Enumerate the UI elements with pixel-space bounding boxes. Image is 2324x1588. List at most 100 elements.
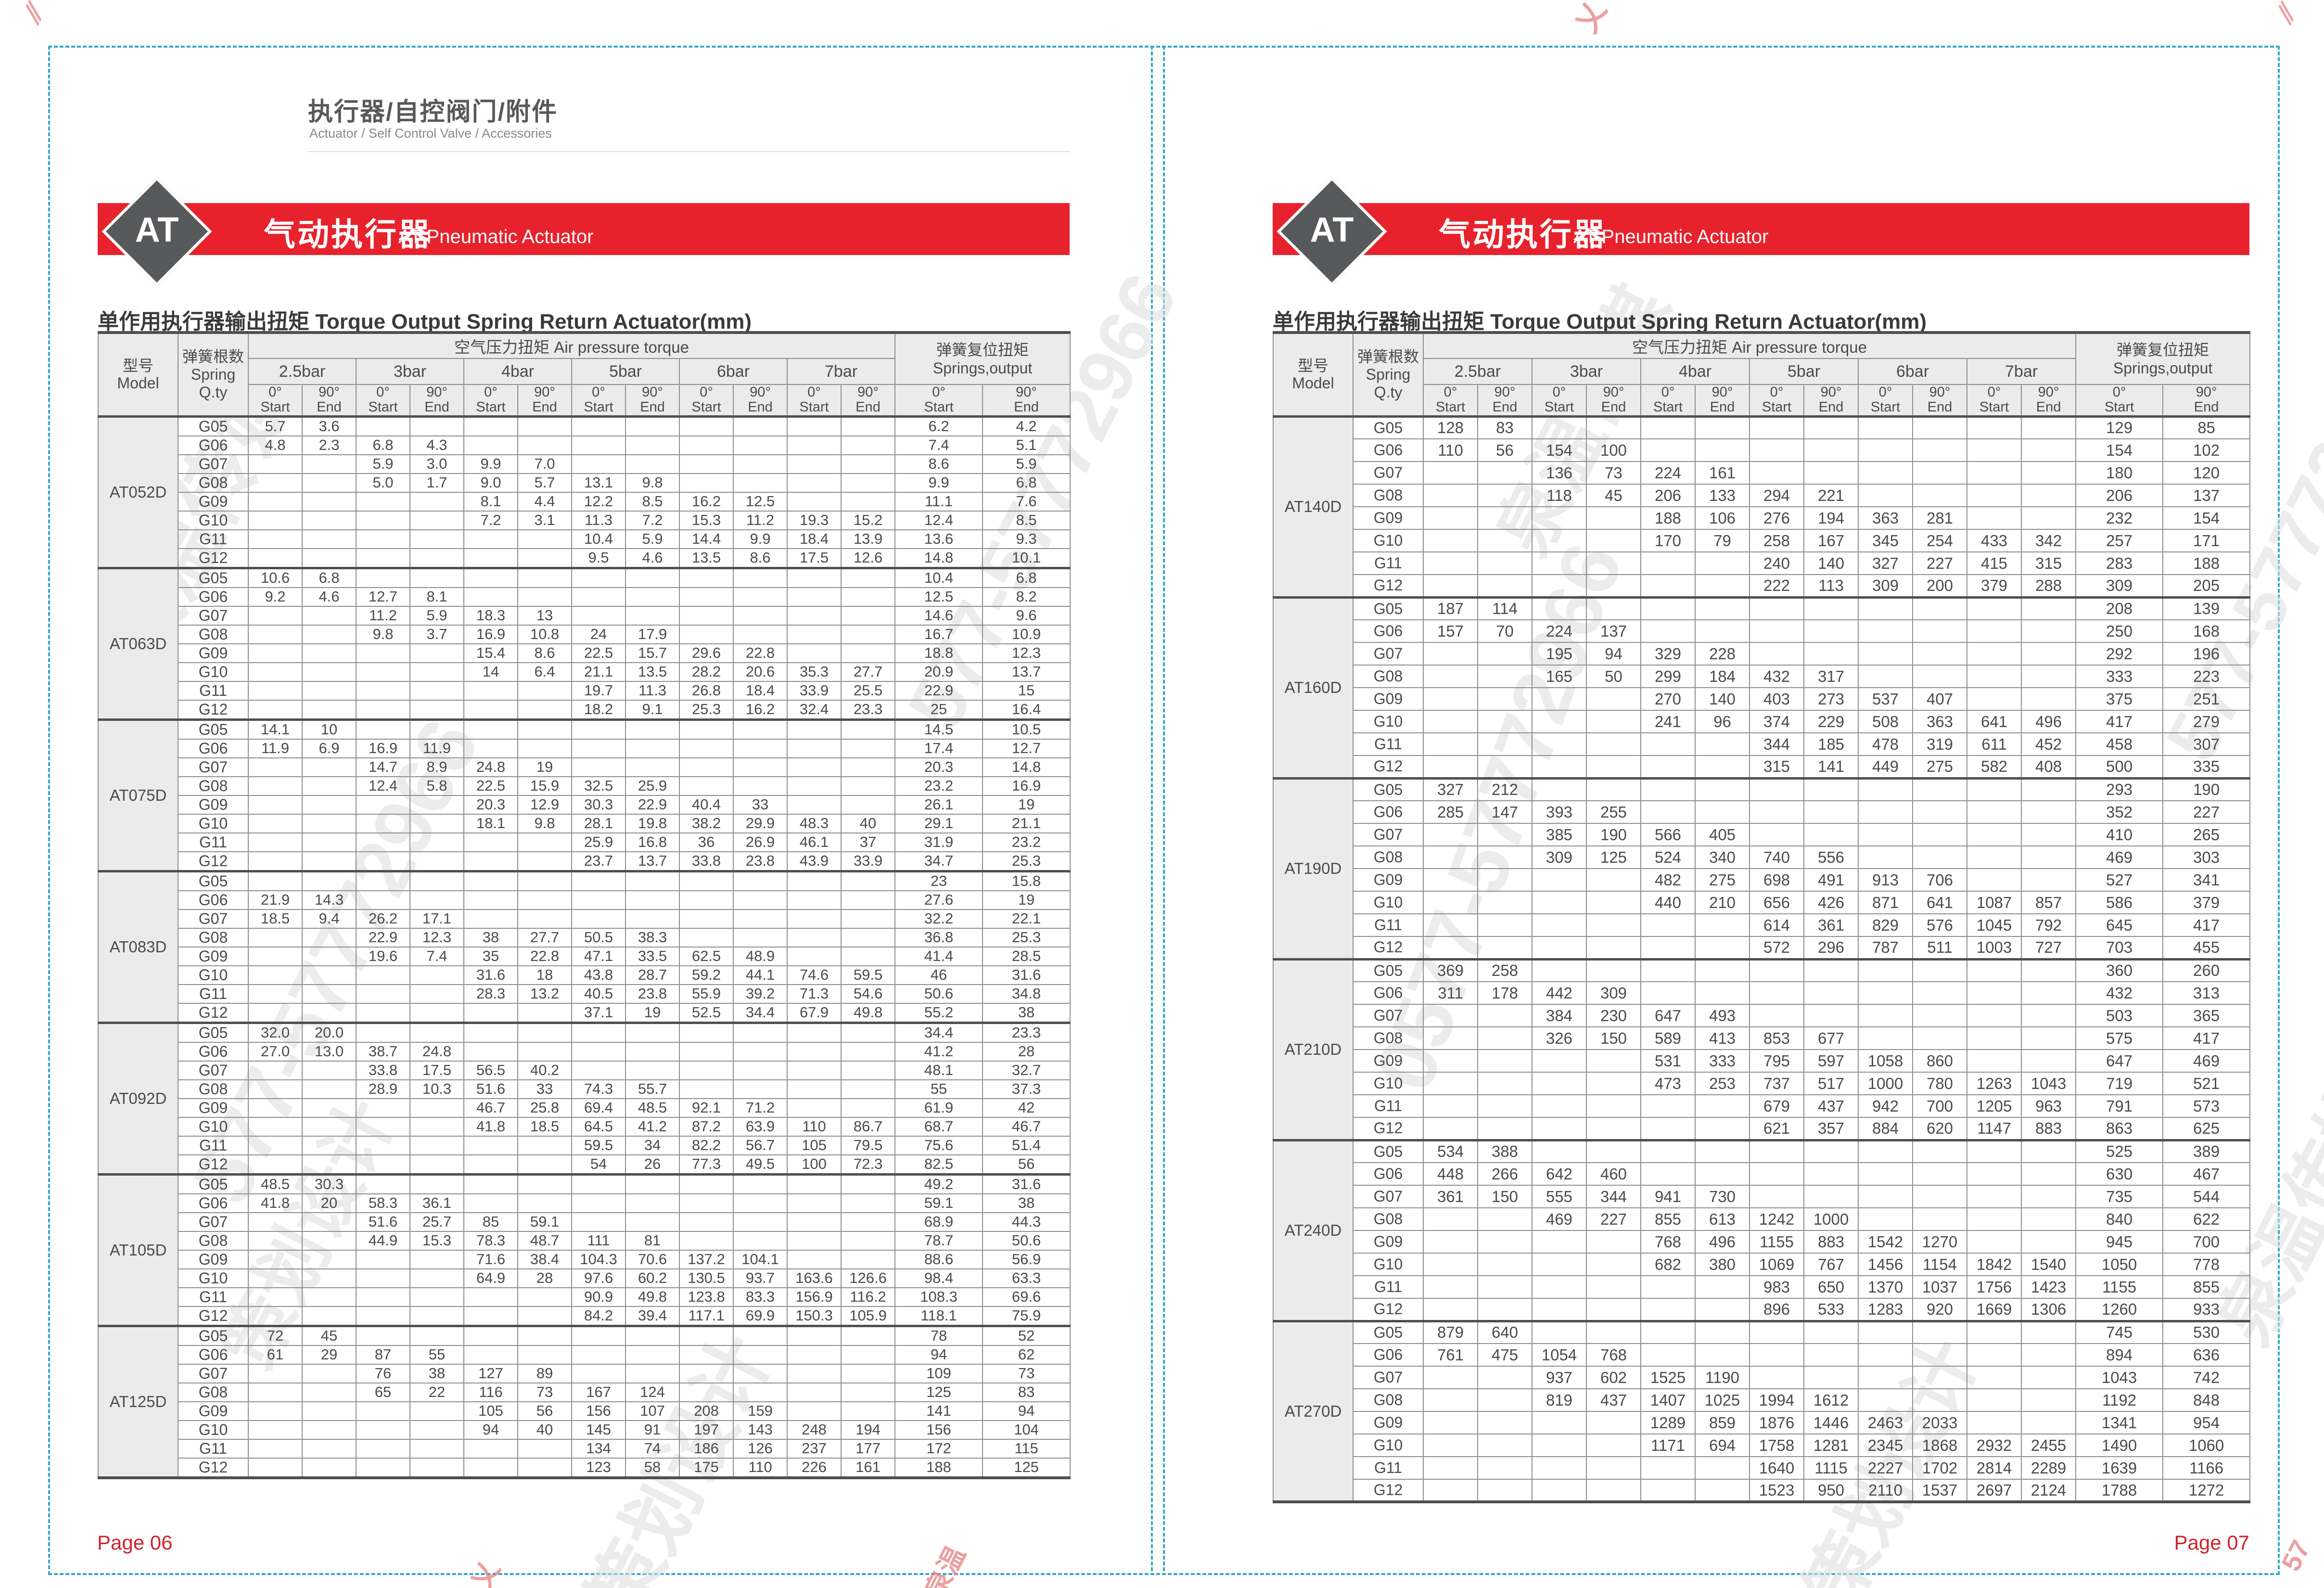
- spring-qty-cell: G09: [1353, 687, 1424, 711]
- torque-cell: [733, 1230, 788, 1251]
- spring-qty-cell: G05: [1353, 778, 1424, 802]
- torque-cell: 69.9: [733, 1306, 788, 1327]
- torque-cell: [248, 491, 303, 512]
- model-cell: AT190D: [1273, 778, 1354, 960]
- torque-cell: [1695, 778, 1750, 802]
- table-row: G10 241 96 374 229 508 363 641 496 417 279: [1273, 710, 2251, 734]
- torque-cell: 12.7: [356, 587, 410, 607]
- torque-cell: [1966, 1026, 2022, 1050]
- torque-cell: [1858, 1343, 1913, 1367]
- torque-cell: [1532, 868, 1587, 892]
- torque-cell: 6.4: [517, 662, 572, 682]
- torque-cell: [1640, 1117, 1696, 1141]
- spring-qty-cell: G06: [1353, 800, 1424, 824]
- torque-cell: [2020, 1049, 2077, 1073]
- watermark: 乂: [465, 1556, 506, 1588]
- torque-cell: [787, 776, 842, 796]
- torque-cell: 206: [1640, 484, 1696, 508]
- torque-cell: 59.5: [571, 1135, 626, 1155]
- end-subheader: 90° End: [1477, 384, 1532, 417]
- torque-cell: 190: [1586, 823, 1641, 847]
- torque-cell: [1532, 1434, 1587, 1458]
- torque-cell: [2020, 597, 2077, 621]
- torque-cell: [1749, 778, 1804, 802]
- torque-cell: [1749, 800, 1804, 824]
- torque-cell: [787, 1174, 842, 1194]
- torque-cell: 942: [1858, 1094, 1913, 1118]
- torque-cell: 72.3: [840, 1154, 896, 1175]
- spring-qty-cell: G12: [1353, 936, 1424, 960]
- torque-cell: 145: [571, 1420, 626, 1440]
- table-row: G11 19.7 11.3 26.8 18.4 33.9 25.5 22.9 15: [98, 680, 1071, 701]
- torque-cell: [356, 1438, 410, 1459]
- torque-cell: 5.9: [356, 454, 410, 474]
- torque-cell: [356, 965, 410, 985]
- torque-cell: 14.3: [302, 890, 357, 910]
- spring-qty-cell: G10: [178, 662, 249, 682]
- banner-title-en: AT Pneumatic Actuator: [1573, 226, 1769, 247]
- torque-cell: [1532, 1411, 1587, 1435]
- torque-cell: [1640, 551, 1696, 576]
- torque-cell: 642: [1532, 1162, 1587, 1186]
- torque-cell: [356, 794, 410, 815]
- torque-cell: [302, 1079, 357, 1099]
- torque-cell: [625, 1325, 680, 1346]
- table-row: G09 105 56 156 107 208 159 141 94: [98, 1401, 1071, 1421]
- torque-cell: [1532, 506, 1587, 530]
- torque-cell: 602: [1586, 1366, 1641, 1390]
- torque-cell: 94: [463, 1420, 518, 1440]
- torque-cell: [733, 1079, 788, 1099]
- torque-cell: [1532, 1140, 1587, 1164]
- torque-cell: [517, 435, 572, 455]
- torque-cell: [1803, 416, 1859, 440]
- torque-cell: [679, 416, 734, 436]
- torque-cell: 73: [517, 1382, 572, 1402]
- torque-cell: [1695, 574, 1750, 598]
- torque-cell: [1966, 687, 2022, 711]
- spring-qty-cell: G07: [178, 1363, 249, 1383]
- torque-cell: 79: [1695, 529, 1750, 553]
- table-row: G12 84.2 39.4 117.1 69.9 150.3 105.9 118.1 75.9: [98, 1306, 1071, 1327]
- torque-cell: 227: [1912, 551, 1967, 576]
- torque-cell: 23.3: [840, 699, 896, 720]
- end-subheader: 90° End: [733, 384, 788, 417]
- torque-cell: 10.4: [571, 529, 626, 549]
- springs-output-cell: 98.4: [894, 1268, 983, 1288]
- torque-cell: 315: [1749, 755, 1804, 779]
- springs-output-cell: 34.4: [894, 1022, 983, 1043]
- springs-output-cell: 156: [894, 1420, 983, 1440]
- table-row: G12 896 533 1283 920 1669 1306 1260 933: [1273, 1298, 2251, 1322]
- torque-cell: [248, 1002, 303, 1024]
- table-row: G10 94 40 145 91 197 143 248 194 156 104: [98, 1420, 1071, 1440]
- table-row: AT210D G05 369 258 360 260: [1273, 959, 2251, 1141]
- torque-cell: 19.8: [625, 813, 680, 833]
- torque-cell: 91: [625, 1420, 680, 1440]
- torque-cell: 296: [1803, 936, 1859, 960]
- torque-cell: [2020, 1140, 2077, 1164]
- torque-cell: [1423, 1026, 1478, 1050]
- torque-cell: 5.7: [248, 416, 303, 436]
- torque-cell: [787, 1230, 842, 1251]
- table-row: G10 64.9 28 97.6 60.2 130.5 93.7 163.6 126.6 98.4…: [98, 1268, 1071, 1288]
- torque-cell: 46.1: [787, 832, 842, 852]
- torque-cell: 388: [1477, 1140, 1532, 1164]
- torque-cell: [517, 1135, 572, 1155]
- spring-qty-cell: G11: [1353, 1456, 1424, 1480]
- torque-cell: [679, 624, 734, 644]
- torque-cell: 184: [1695, 665, 1750, 689]
- torque-cell: 38: [409, 1363, 464, 1383]
- torque-cell: [787, 1022, 842, 1043]
- torque-cell: [1858, 800, 1913, 824]
- torque-cell: 1283: [1858, 1298, 1913, 1322]
- torque-cell: [840, 719, 896, 740]
- torque-cell: 137.2: [679, 1249, 734, 1269]
- torque-cell: [1749, 461, 1804, 485]
- spring-qty-cell: G11: [1353, 1275, 1424, 1299]
- torque-cell: 116: [463, 1382, 518, 1402]
- table-row: G12 315 141 449 275 582 408 500 335: [1273, 755, 2251, 779]
- torque-cell: 437: [1586, 1388, 1641, 1412]
- springs-output-cell: 46.7: [982, 1116, 1071, 1137]
- spring-qty-cell: G06: [178, 738, 249, 758]
- start-subheader: 0° Start: [1966, 384, 2022, 417]
- torque-cell: [1803, 642, 1859, 666]
